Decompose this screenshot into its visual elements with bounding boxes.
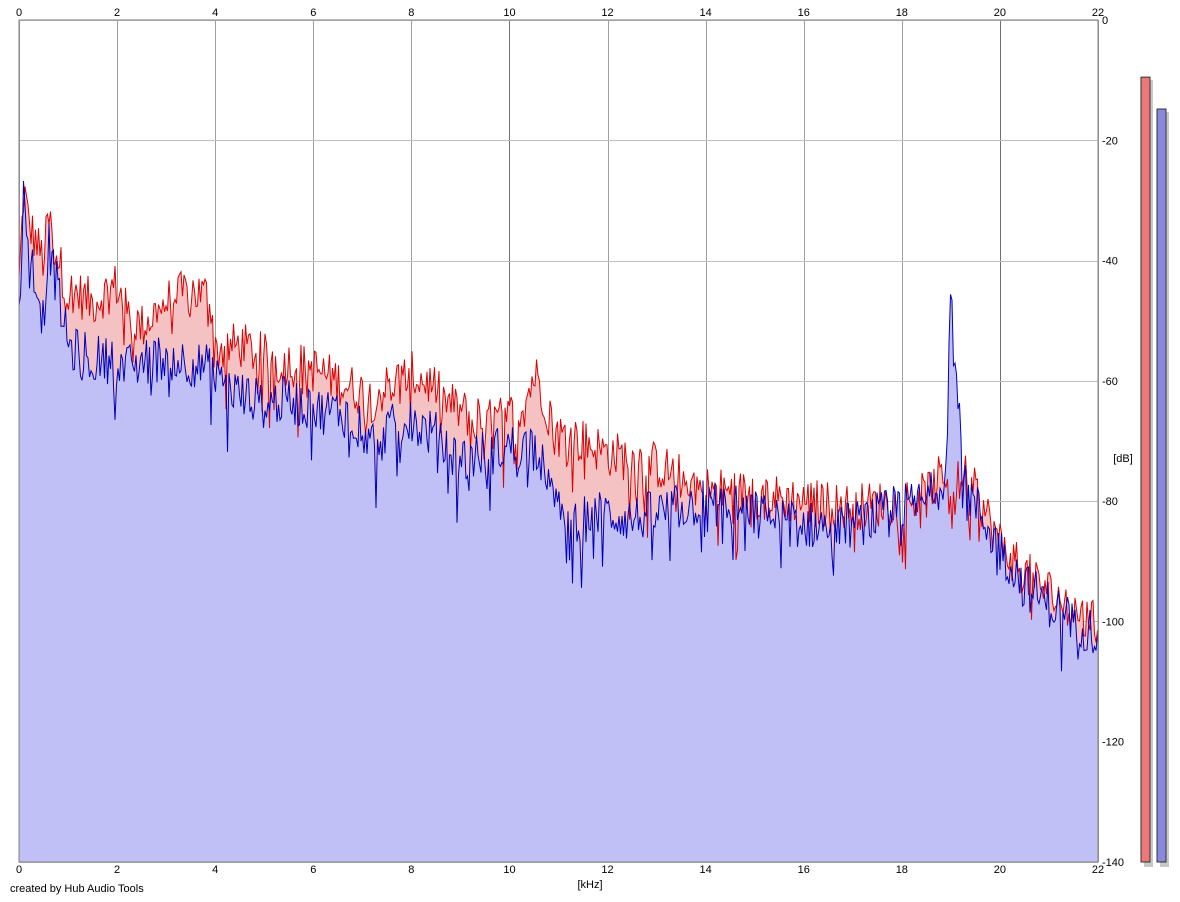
blue-level-meter (1156, 108, 1167, 863)
x-tick-label-top: 14 (700, 7, 712, 19)
y-axis-ticks: 0 -20 -40 -60 -80 -100 -120 -140 (1102, 15, 1124, 869)
x-tick-label-top: 2 (114, 7, 120, 19)
x-tick-label-top: 20 (994, 7, 1006, 19)
x-tick-label-bottom: 12 (601, 864, 613, 876)
x-tick-label-bottom: 2 (114, 864, 120, 876)
x-tick-label-top: 4 (212, 7, 218, 19)
y-tick-label: -120 (1102, 737, 1124, 749)
x-tick-label-bottom: 18 (896, 864, 908, 876)
y-tick-label: -40 (1102, 256, 1118, 268)
y-tick-label: -100 (1102, 616, 1124, 628)
x-tick-label-top: 10 (503, 7, 515, 19)
x-tick-label-bottom: 10 (503, 864, 515, 876)
x-tick-label-bottom: 16 (798, 864, 810, 876)
level-meters (1140, 76, 1169, 868)
x-tick-label-top: 22 (1092, 7, 1104, 19)
blue-channel-line (18, 180, 1098, 672)
x-tick-label-top: 12 (601, 7, 613, 19)
y-tick-label: -60 (1102, 376, 1118, 388)
y-axis-label: [dB] (1113, 453, 1133, 465)
red-level-meter (1140, 76, 1151, 863)
x-tick-label-bottom: 22 (1092, 864, 1104, 876)
x-tick-label-bottom: 6 (310, 864, 316, 876)
y-tick-label: -80 (1102, 496, 1118, 508)
x-tick-label-bottom: 20 (994, 864, 1006, 876)
blue-channel-fill (19, 181, 1098, 862)
x-tick-label-bottom: 4 (212, 864, 218, 876)
y-tick-label: 0 (1102, 15, 1108, 27)
x-axis-label: [kHz] (577, 879, 602, 891)
spectrum-noise (18, 180, 1098, 672)
y-tick-label: -140 (1102, 857, 1124, 869)
x-tick-label-top: 0 (16, 7, 22, 19)
x-tick-label-bottom: 8 (408, 864, 414, 876)
x-tick-label-top: 16 (798, 7, 810, 19)
credit-text: created by Hub Audio Tools (10, 883, 144, 895)
x-tick-label-top: 18 (896, 7, 908, 19)
x-tick-label-bottom: 0 (16, 864, 22, 876)
spectrum-areas (19, 181, 1098, 862)
x-tick-label-bottom: 14 (700, 864, 712, 876)
plot-frame (18, 19, 1099, 863)
y-tick-label: -20 (1102, 135, 1118, 147)
x-tick-label-top: 6 (310, 7, 316, 19)
x-tick-label-top: 8 (408, 7, 414, 19)
red-channel-line (18, 186, 1098, 643)
